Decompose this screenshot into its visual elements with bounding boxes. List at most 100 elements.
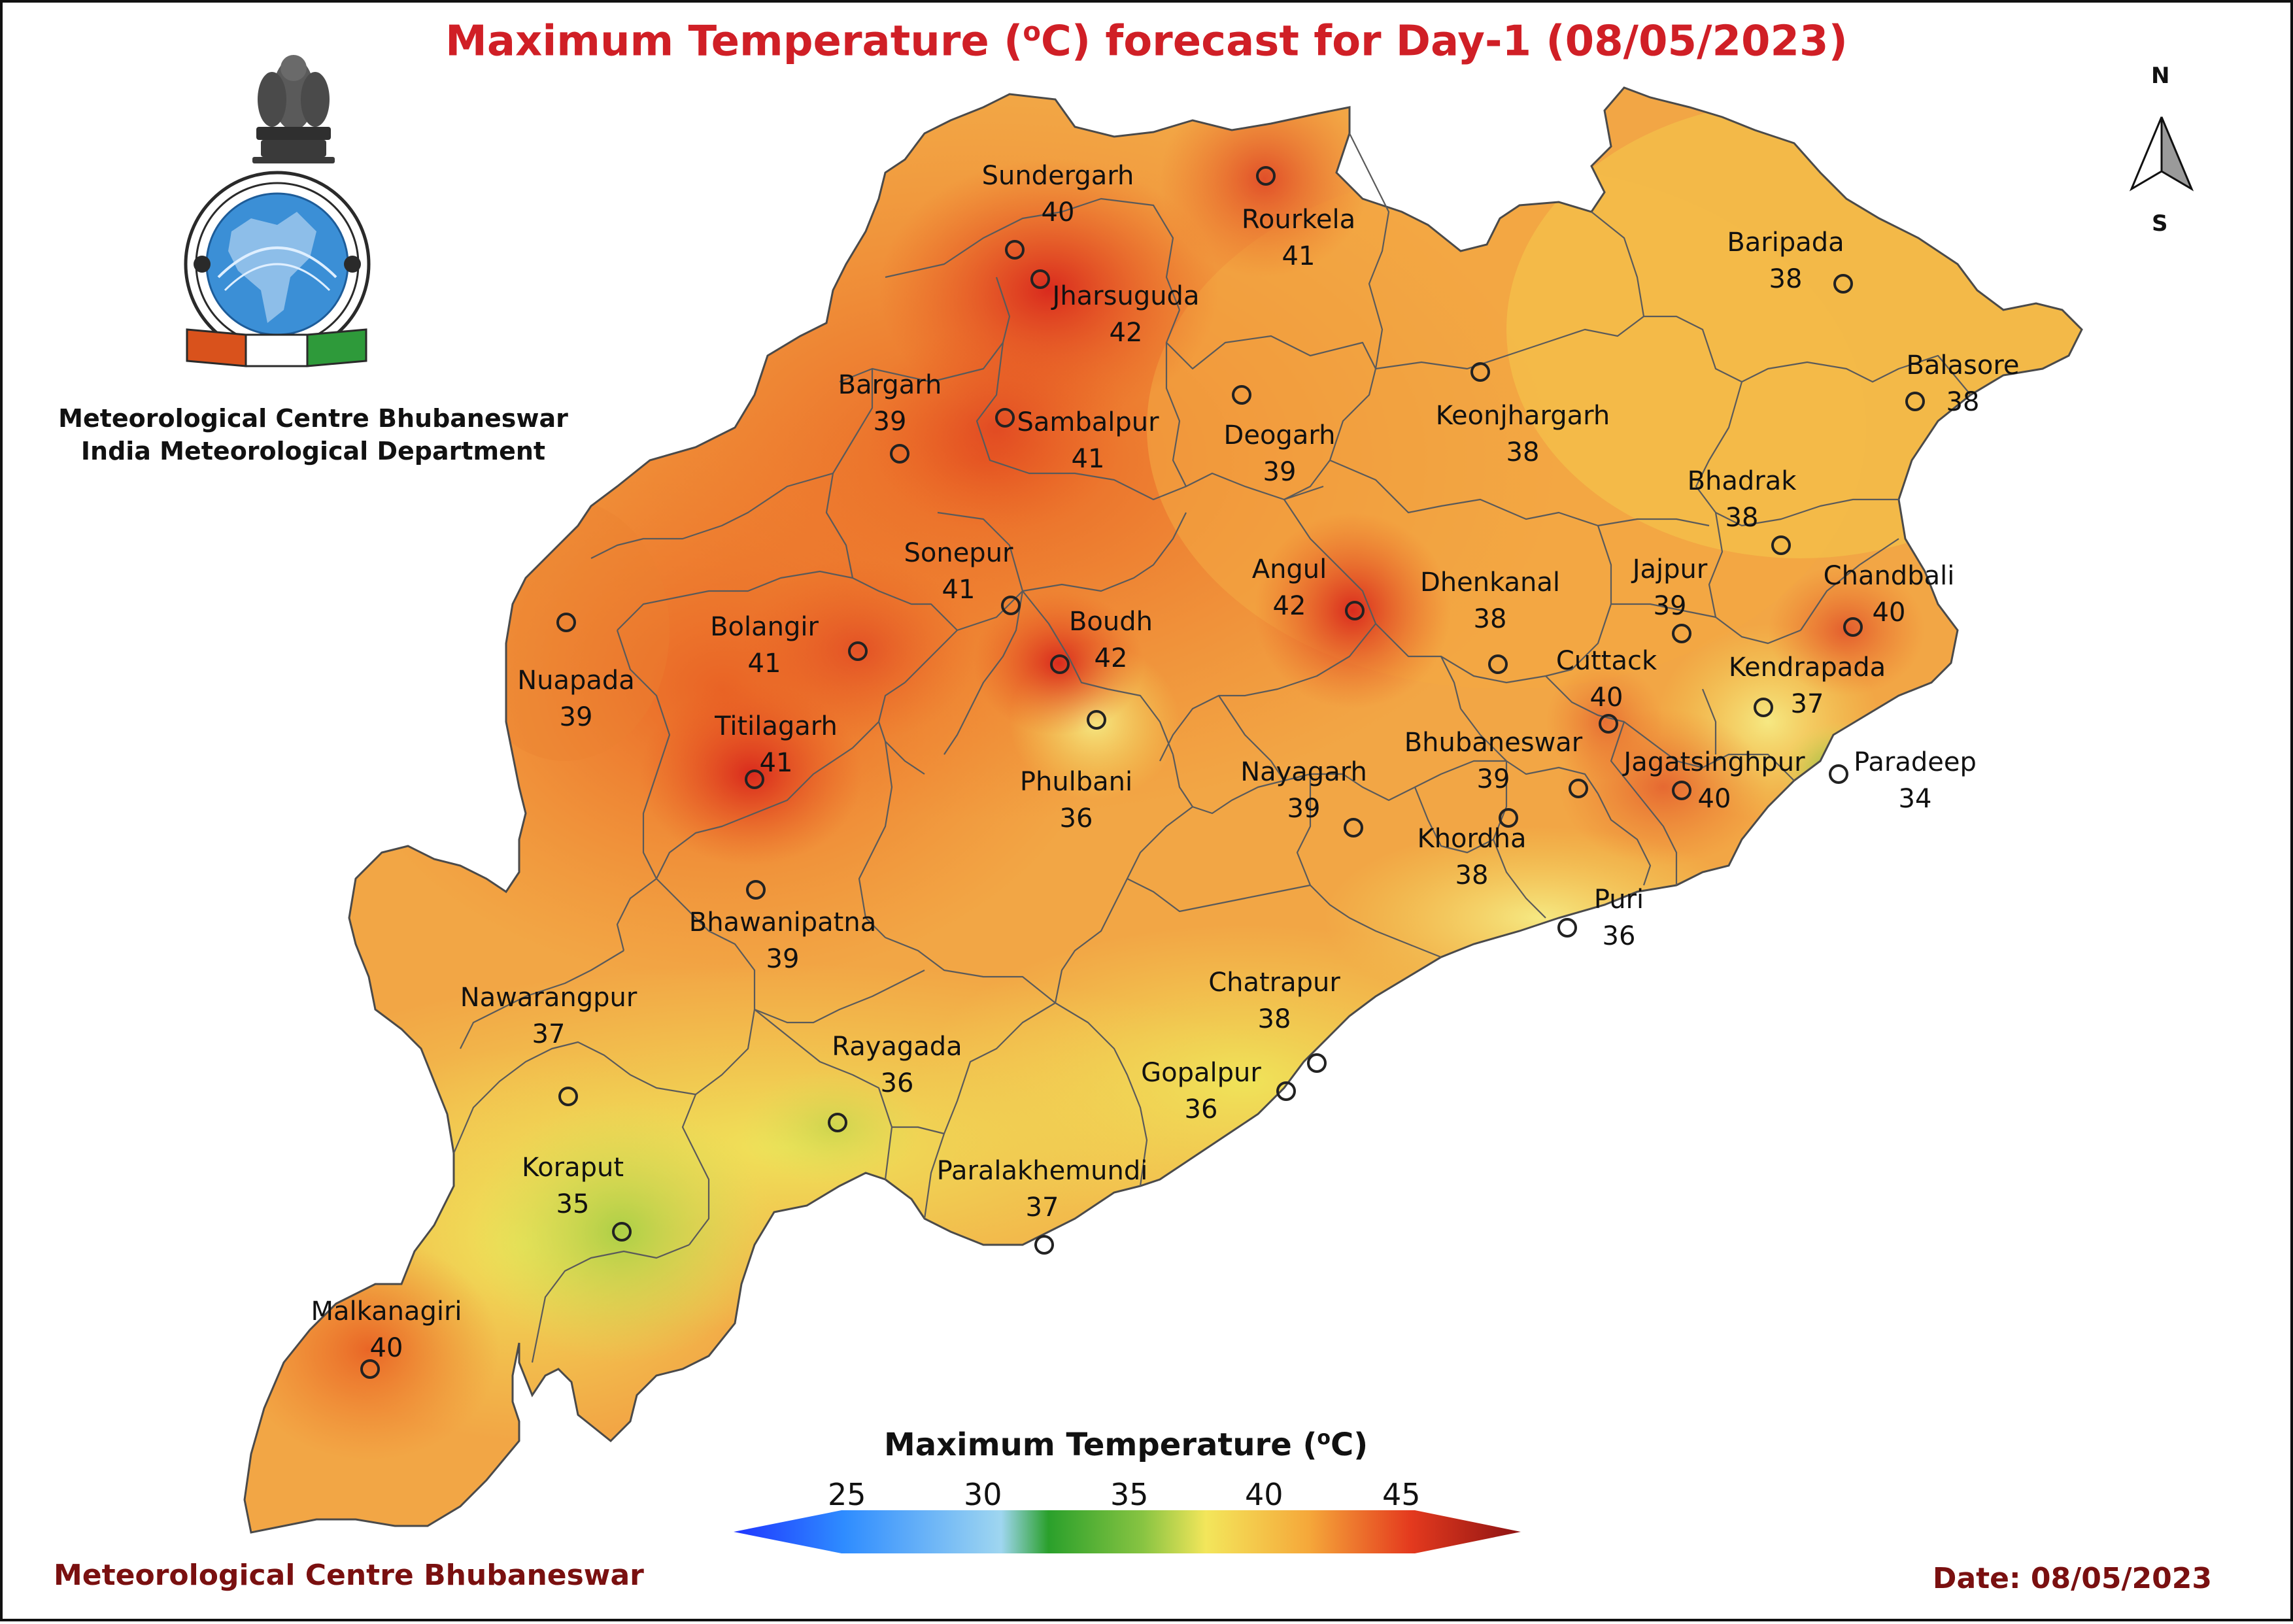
station-name: Bhawanipatna xyxy=(689,907,876,938)
station: Bhubaneswar 39 xyxy=(1404,728,1583,828)
station-marker xyxy=(1833,274,1853,294)
station-name: Deogarh xyxy=(1224,420,1336,450)
station-marker xyxy=(1087,710,1106,730)
station: Baripada 38 xyxy=(1727,228,1853,294)
station-name: Jajpur xyxy=(1631,554,1708,584)
station: Nayagarh 39 xyxy=(1240,757,1367,837)
district-boundaries xyxy=(452,133,1971,1363)
station-marker xyxy=(1005,240,1025,260)
station-name: Phulbani xyxy=(1020,767,1132,797)
station: Koraput 35 xyxy=(522,1153,632,1242)
station-temperature: 41 xyxy=(748,649,781,679)
station-marker xyxy=(360,1359,380,1379)
temperature-map: Sundergarh 40 Rourkela 41 Jharsuguda 42 Baripa… xyxy=(184,55,2194,1553)
station-name: Paradeep xyxy=(1854,747,1977,777)
station-marker xyxy=(890,444,909,464)
station-name: Sambalpur xyxy=(1017,407,1159,437)
station: Boudh 42 xyxy=(1050,607,1153,674)
station-name: Khordha xyxy=(1417,824,1526,854)
station-temperature: 38 xyxy=(1769,264,1803,294)
station-temperature: 42 xyxy=(1110,318,1143,348)
south-label: S xyxy=(2152,211,2168,237)
station-marker xyxy=(1030,269,1050,289)
station-marker xyxy=(1499,808,1518,828)
legend-tick: 35 xyxy=(1110,1477,1149,1512)
station-name: Rayagada xyxy=(832,1032,962,1062)
station-marker xyxy=(1050,654,1070,674)
station-marker xyxy=(1599,714,1618,734)
station-temperature: 35 xyxy=(556,1189,590,1219)
station-temperature: 38 xyxy=(1455,860,1489,890)
station-name: Keonjhargarh xyxy=(1436,401,1610,431)
station: Paradeep 34 xyxy=(1829,747,1977,814)
footer-date: Date: 08/05/2023 xyxy=(1932,1562,2212,1595)
station: Nuapada 39 xyxy=(517,613,635,732)
station: Rayagada 36 xyxy=(828,1032,962,1132)
station-name: Rourkela xyxy=(1242,205,1355,235)
station: Chatrapur 38 xyxy=(1208,968,1340,1073)
legend-tick: 25 xyxy=(828,1477,866,1512)
legend-tick: 45 xyxy=(1382,1477,1421,1512)
station-marker xyxy=(1557,918,1577,938)
station-marker xyxy=(556,613,576,632)
station: Phulbani 36 xyxy=(1020,710,1132,834)
station: Paralakhemundi 37 xyxy=(937,1156,1148,1255)
station-marker xyxy=(995,408,1015,428)
station-temperature: 42 xyxy=(1273,591,1306,621)
station-name: Sonepur xyxy=(904,538,1013,568)
station: Jharsuguda 42 xyxy=(1030,269,1200,348)
station: Keonjhargarh 38 xyxy=(1436,362,1610,467)
station-marker xyxy=(1488,654,1508,674)
station-name: Jharsuguda xyxy=(1051,281,1200,311)
station-temperature: 37 xyxy=(1791,689,1824,719)
station: Puri 36 xyxy=(1557,885,1644,951)
station-temperature: 40 xyxy=(1042,197,1075,228)
station-name: Nayagarh xyxy=(1240,757,1367,787)
station-name: Nuapada xyxy=(517,666,635,696)
stations-layer: Sundergarh 40 Rourkela 41 Jharsuguda 42 Baripa… xyxy=(311,161,2020,1379)
station: Deogarh 39 xyxy=(1224,385,1336,487)
station: Bolangir 41 xyxy=(710,612,868,679)
national-emblem-icon xyxy=(252,55,335,163)
legend-tick: 40 xyxy=(1245,1477,1283,1512)
station-marker xyxy=(1001,596,1021,615)
station-temperature: 39 xyxy=(560,702,593,732)
station-temperature: 38 xyxy=(1946,387,1980,417)
station-name: Chandbali xyxy=(1824,561,1955,591)
station: Jagatsinghpur 40 xyxy=(1622,747,1805,814)
station-marker xyxy=(1771,535,1791,555)
station-name: Kendrapada xyxy=(1729,652,1886,683)
station: Bhadrak 38 xyxy=(1688,466,1797,555)
station-marker xyxy=(1569,779,1588,798)
north-label: N xyxy=(2151,63,2170,89)
station-marker xyxy=(1754,698,1773,717)
station-marker xyxy=(1344,818,1363,837)
station-marker xyxy=(1672,781,1691,800)
station-name: Jagatsinghpur xyxy=(1622,747,1805,777)
station-marker xyxy=(558,1087,578,1106)
footer-organization: Meteorological Centre Bhubaneswar xyxy=(54,1559,644,1592)
station-name: Koraput xyxy=(522,1153,624,1183)
station: Kendrapada 37 xyxy=(1729,652,1886,719)
station-name: Titilagarh xyxy=(714,711,838,741)
station-marker xyxy=(1905,392,1925,411)
legend-title: Maximum Temperature (oC) xyxy=(884,1427,1368,1463)
station-temperature: 39 xyxy=(874,407,907,437)
station-name: Gopalpur xyxy=(1141,1058,1261,1088)
station-temperature: 36 xyxy=(881,1068,914,1098)
station: Dhenkanal 38 xyxy=(1420,567,1560,674)
station-name: Baripada xyxy=(1727,228,1844,258)
station-temperature: 39 xyxy=(1654,591,1687,621)
station-name: Malkanagiri xyxy=(311,1296,462,1327)
station-name: Puri xyxy=(1594,885,1644,915)
legend-color-bar xyxy=(734,1510,1521,1553)
north-arrow-icon xyxy=(2129,116,2194,192)
imd-logo xyxy=(184,55,371,367)
station-name: Paralakhemundi xyxy=(937,1156,1148,1186)
station-temperature: 39 xyxy=(1263,457,1297,487)
station-marker xyxy=(1470,362,1490,382)
station: Khordha 38 xyxy=(1417,779,1588,890)
station: Bargarh 39 xyxy=(838,370,942,464)
station-temperature: 38 xyxy=(1474,604,1507,634)
station: Nawarangpur 37 xyxy=(460,983,637,1106)
